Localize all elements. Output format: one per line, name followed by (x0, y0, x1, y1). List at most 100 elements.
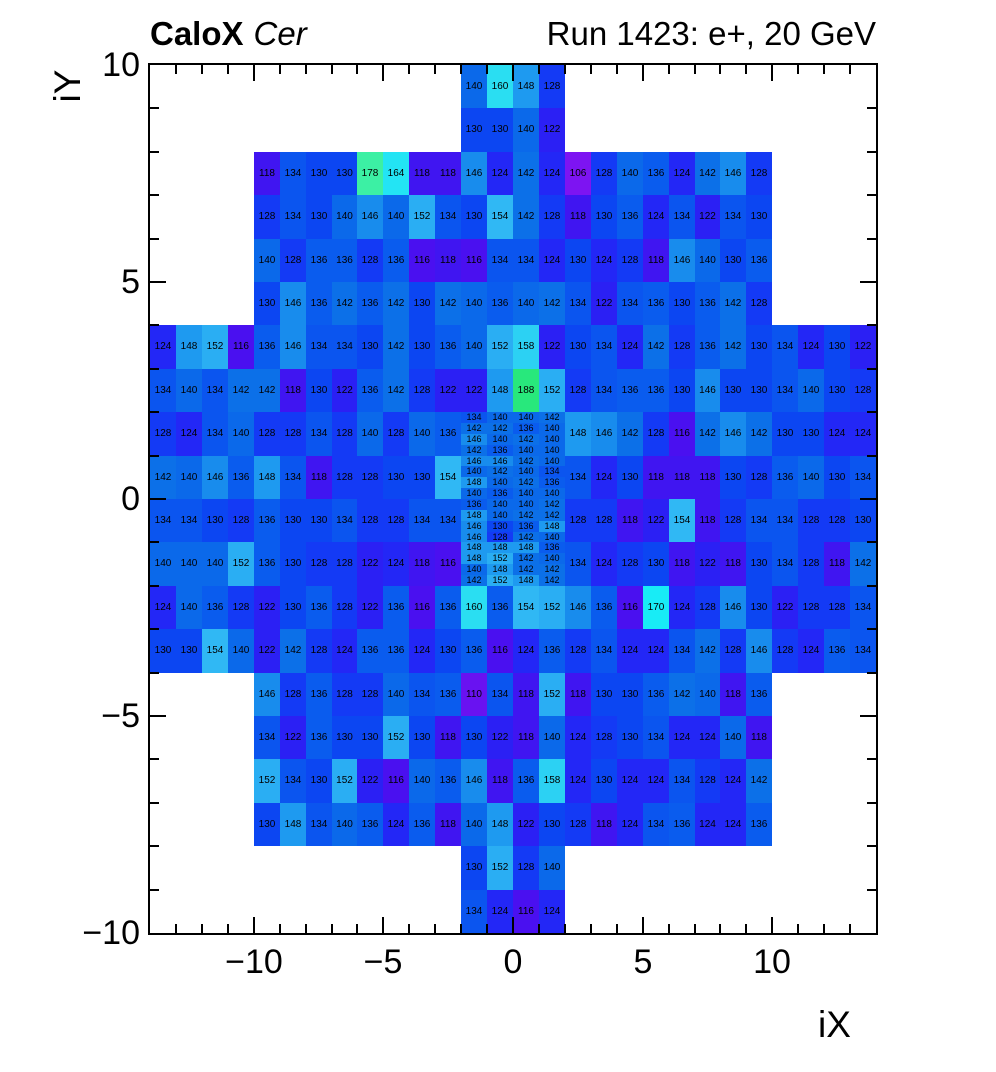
cell-value: 136 (258, 514, 276, 526)
cell-value: 136 (439, 341, 457, 352)
tick-mark (512, 917, 514, 933)
heatmap-cell: 136 (306, 586, 332, 629)
cell-value: 128 (284, 254, 302, 266)
y-tick-label: 10 (102, 46, 140, 84)
heatmap-cell: 160 (461, 586, 487, 629)
heatmap-cell-fine: 142 (539, 575, 565, 586)
heatmap-cell: 128 (798, 499, 824, 542)
heatmap-cell: 136 (746, 239, 772, 282)
tick-mark (201, 65, 203, 74)
heatmap-cell: 128 (850, 369, 876, 412)
cell-value: 130 (310, 167, 328, 179)
cell-value: 124 (828, 428, 846, 439)
cell-value: 142 (518, 434, 534, 444)
cell-value: 116 (440, 558, 456, 569)
heatmap-cell: 148 (487, 369, 513, 412)
cell-value: 136 (517, 775, 535, 786)
heatmap-cell: 118 (695, 456, 720, 499)
heatmap-cell: 134 (513, 239, 539, 282)
heatmap-cell-fine: 142 (461, 445, 487, 456)
cell-value: 136 (828, 645, 846, 656)
heatmap-cell: 140 (409, 412, 435, 456)
heatmap-cell: 128 (798, 586, 824, 629)
x-tick-label: 0 (503, 943, 523, 981)
cell-value: 146 (569, 601, 587, 613)
cell-value: 128 (336, 471, 353, 483)
heatmap-cell: 128 (306, 542, 332, 586)
heatmap-cell: 140 (383, 673, 409, 716)
cell-value: 134 (621, 297, 639, 309)
cell-value: 136 (647, 297, 665, 309)
heatmap-cell: 128 (746, 282, 772, 325)
cell-value: 128 (517, 862, 535, 873)
cell-value: 122 (699, 558, 716, 569)
heatmap-cell: 130 (461, 195, 487, 239)
cell-value: 140 (492, 499, 508, 509)
heatmap-cell: 118 (435, 716, 461, 759)
cell-value: 124 (647, 211, 665, 222)
tick-mark (867, 194, 876, 196)
cell-value: 148 (518, 542, 534, 552)
heatmap-cell: 136 (332, 239, 357, 282)
cell-value: 130 (336, 167, 353, 179)
cell-value: 136 (491, 297, 509, 309)
cell-value: 122 (336, 384, 353, 396)
cell-value: 136 (750, 818, 768, 830)
cell-value: 136 (258, 558, 276, 569)
tick-mark (460, 924, 462, 933)
heatmap-cell: 116 (409, 586, 435, 629)
heatmap-cell: 134 (435, 195, 461, 239)
cell-value: 142 (517, 167, 535, 179)
heatmap-cell: 134 (643, 803, 669, 846)
cell-value: 118 (259, 167, 275, 179)
cell-value: 130 (413, 471, 431, 483)
heatmap-cell: 122 (254, 629, 280, 673)
cell-value: 130 (750, 601, 768, 613)
heatmap-cell: 142 (746, 759, 772, 803)
heatmap-cell: 134 (850, 456, 876, 499)
cell-value: 148 (180, 341, 198, 352)
cell-value: 136 (699, 341, 716, 352)
tick-mark (279, 924, 281, 933)
tick-mark (642, 65, 644, 81)
heatmap-cell: 152 (332, 759, 357, 803)
cell-value: 128 (413, 384, 431, 396)
cell-value: 128 (232, 514, 250, 526)
cell-value: 134 (154, 514, 172, 526)
cell-value: 118 (674, 471, 690, 483)
cell-value: 136 (491, 601, 509, 613)
tick-mark (860, 281, 876, 283)
cell-value: 124 (647, 775, 665, 786)
cell-value: 130 (492, 521, 508, 531)
cell-value: 152 (336, 775, 353, 786)
cell-value: 146 (724, 428, 742, 439)
heatmap-cell: 130 (798, 412, 824, 456)
heatmap-cell: 122 (254, 586, 280, 629)
heatmap-cell: 148 (513, 65, 539, 108)
heatmap-cell: 154 (669, 499, 695, 542)
heatmap-cell: 142 (695, 152, 720, 195)
heatmap-cell-fine: 148 (513, 575, 539, 586)
cell-value: 130 (310, 384, 328, 396)
cell-value: 140 (699, 254, 716, 266)
heatmap-cell-fine: 140 (487, 412, 513, 423)
heatmap-cell: 124 (669, 586, 695, 629)
cell-value: 142 (854, 558, 872, 569)
cell-value: 148 (544, 521, 560, 531)
heatmap-cell: 140 (695, 239, 720, 282)
cell-value: 128 (724, 514, 742, 526)
cell-value: 130 (750, 384, 768, 396)
heatmap-cell: 136 (383, 629, 409, 673)
heatmap-cell: 142 (513, 152, 539, 195)
heatmap-cell-fine: 140 (461, 466, 487, 477)
heatmap-cell: 142 (539, 282, 565, 325)
cell-value: 136 (232, 471, 250, 483)
tick-mark (227, 924, 229, 933)
title-detector: CaloX (150, 15, 244, 52)
cell-value: 136 (439, 775, 457, 786)
cell-value: 130 (284, 601, 302, 613)
heatmap-cell: 142 (617, 412, 643, 456)
cell-value: 134 (854, 471, 872, 483)
cell-value: 136 (543, 645, 561, 656)
cell-value: 136 (544, 477, 560, 487)
